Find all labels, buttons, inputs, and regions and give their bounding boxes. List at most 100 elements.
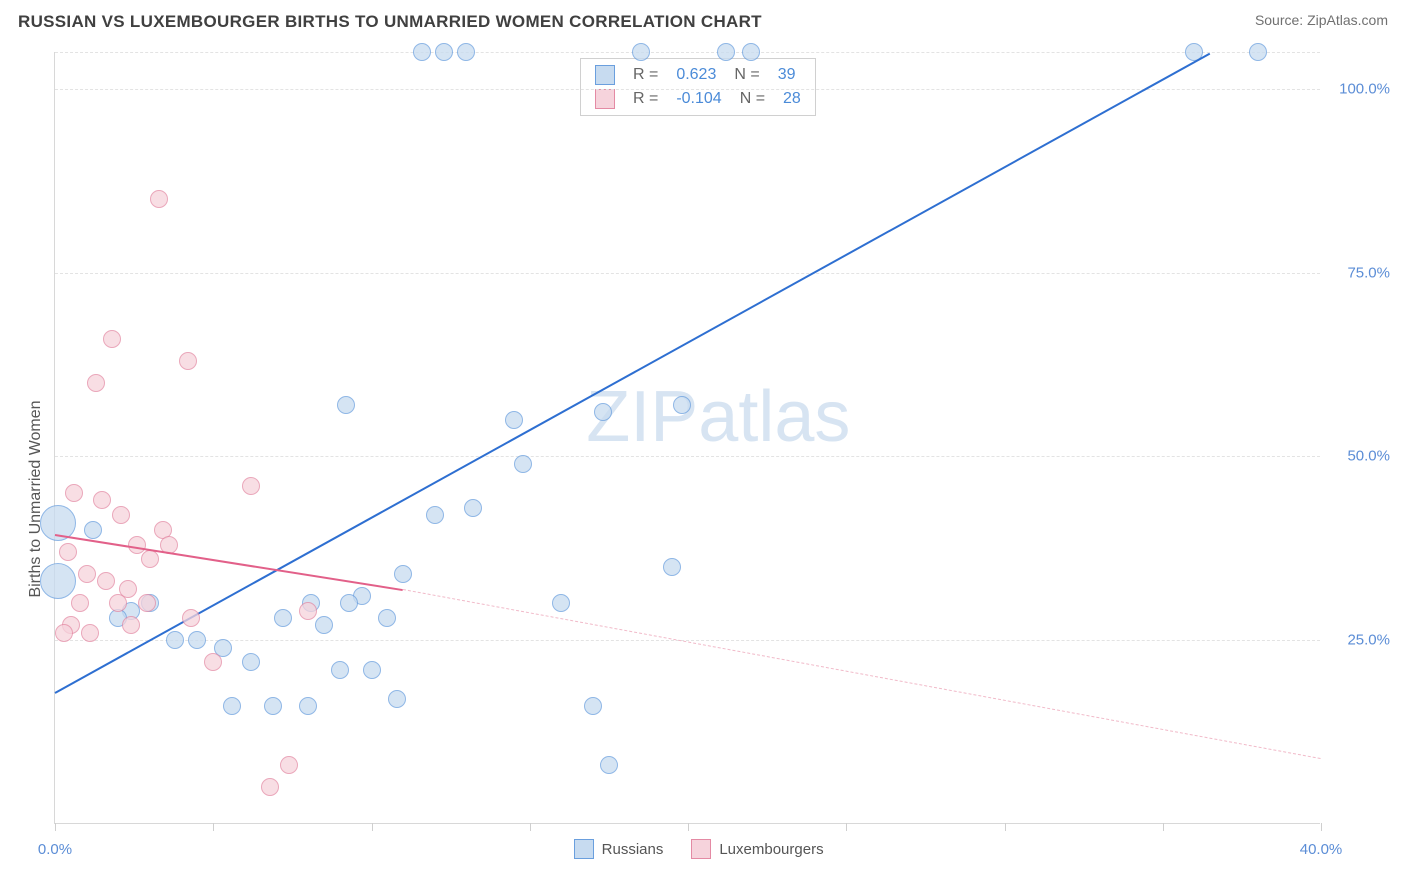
data-point bbox=[584, 697, 602, 715]
data-point bbox=[166, 631, 184, 649]
data-point bbox=[141, 550, 159, 568]
x-axis-tick bbox=[530, 823, 531, 831]
data-point bbox=[742, 43, 760, 61]
data-point bbox=[299, 697, 317, 715]
n-label: N = bbox=[734, 66, 759, 84]
legend-swatch bbox=[595, 65, 615, 85]
data-point bbox=[552, 594, 570, 612]
data-point bbox=[93, 491, 111, 509]
data-point bbox=[84, 521, 102, 539]
legend-swatch bbox=[595, 89, 615, 109]
data-point bbox=[594, 403, 612, 421]
data-point bbox=[71, 594, 89, 612]
data-point bbox=[435, 43, 453, 61]
data-point bbox=[299, 602, 317, 620]
y-axis-title: Births to Unmarried Women bbox=[27, 401, 45, 598]
data-point bbox=[261, 778, 279, 796]
legend-item: Russians bbox=[574, 839, 664, 859]
data-point bbox=[112, 506, 130, 524]
data-point bbox=[274, 609, 292, 627]
data-point bbox=[204, 653, 222, 671]
data-point bbox=[223, 697, 241, 715]
x-axis-tick bbox=[1005, 823, 1006, 831]
data-point bbox=[600, 756, 618, 774]
n-value: 39 bbox=[778, 66, 796, 84]
data-point bbox=[394, 565, 412, 583]
data-point bbox=[378, 609, 396, 627]
y-axis-label: 50.0% bbox=[1330, 448, 1390, 465]
r-label: R = bbox=[633, 90, 658, 108]
data-point bbox=[464, 499, 482, 517]
r-label: R = bbox=[633, 66, 658, 84]
legend-row: R = -0.104 N = 28 bbox=[595, 89, 801, 109]
chart-container: RUSSIAN VS LUXEMBOURGER BIRTHS TO UNMARR… bbox=[0, 0, 1406, 892]
data-point bbox=[55, 624, 73, 642]
data-point bbox=[663, 558, 681, 576]
data-point bbox=[388, 690, 406, 708]
plot-area: ZIPatlas Births to Unmarried Women R =0.… bbox=[54, 52, 1320, 824]
data-point bbox=[413, 43, 431, 61]
data-point bbox=[340, 594, 358, 612]
r-value: 0.623 bbox=[676, 66, 716, 84]
data-point bbox=[242, 477, 260, 495]
data-point bbox=[182, 609, 200, 627]
x-axis-tick bbox=[1163, 823, 1164, 831]
trend-line bbox=[55, 52, 1211, 693]
n-label: N = bbox=[740, 90, 765, 108]
r-value: -0.104 bbox=[676, 90, 721, 108]
trend-line bbox=[403, 589, 1321, 759]
data-point bbox=[331, 661, 349, 679]
data-point bbox=[632, 43, 650, 61]
data-point bbox=[65, 484, 83, 502]
gridline bbox=[55, 273, 1320, 274]
x-axis-label: 40.0% bbox=[1300, 841, 1343, 858]
x-axis-tick bbox=[55, 823, 56, 831]
x-axis-tick bbox=[372, 823, 373, 831]
x-axis-tick bbox=[1321, 823, 1322, 831]
correlation-legend: R = 0.623 N = 39 R = -0.104 N = 28 bbox=[580, 58, 816, 116]
data-point bbox=[1249, 43, 1267, 61]
data-point bbox=[242, 653, 260, 671]
data-point bbox=[514, 455, 532, 473]
data-point bbox=[505, 411, 523, 429]
data-point bbox=[426, 506, 444, 524]
data-point bbox=[87, 374, 105, 392]
series-legend: Russians Luxembourgers bbox=[574, 839, 824, 859]
data-point bbox=[363, 661, 381, 679]
data-point bbox=[138, 594, 156, 612]
data-point bbox=[337, 396, 355, 414]
chart-title: RUSSIAN VS LUXEMBOURGER BIRTHS TO UNMARR… bbox=[18, 12, 762, 32]
data-point bbox=[264, 697, 282, 715]
data-point bbox=[457, 43, 475, 61]
x-axis-tick bbox=[688, 823, 689, 831]
data-point bbox=[280, 756, 298, 774]
data-point bbox=[673, 396, 691, 414]
watermark: ZIPatlas bbox=[586, 376, 850, 458]
x-axis-tick bbox=[213, 823, 214, 831]
gridline bbox=[55, 456, 1320, 457]
legend-item: Luxembourgers bbox=[691, 839, 823, 859]
y-axis-label: 25.0% bbox=[1330, 632, 1390, 649]
series-name: Russians bbox=[602, 841, 664, 858]
data-point bbox=[315, 616, 333, 634]
data-point bbox=[122, 616, 140, 634]
data-point bbox=[78, 565, 96, 583]
data-point bbox=[97, 572, 115, 590]
data-point bbox=[717, 43, 735, 61]
data-point bbox=[103, 330, 121, 348]
x-axis-label: 0.0% bbox=[38, 841, 72, 858]
legend-swatch bbox=[691, 839, 711, 859]
data-point bbox=[59, 543, 77, 561]
data-point bbox=[179, 352, 197, 370]
data-point bbox=[40, 563, 76, 599]
chart-source: Source: ZipAtlas.com bbox=[1255, 12, 1388, 28]
x-axis-tick bbox=[846, 823, 847, 831]
series-name: Luxembourgers bbox=[719, 841, 823, 858]
data-point bbox=[81, 624, 99, 642]
n-value: 28 bbox=[783, 90, 801, 108]
y-axis-label: 75.0% bbox=[1330, 264, 1390, 281]
legend-swatch bbox=[574, 839, 594, 859]
gridline bbox=[55, 52, 1320, 53]
data-point bbox=[109, 594, 127, 612]
data-point bbox=[128, 536, 146, 554]
